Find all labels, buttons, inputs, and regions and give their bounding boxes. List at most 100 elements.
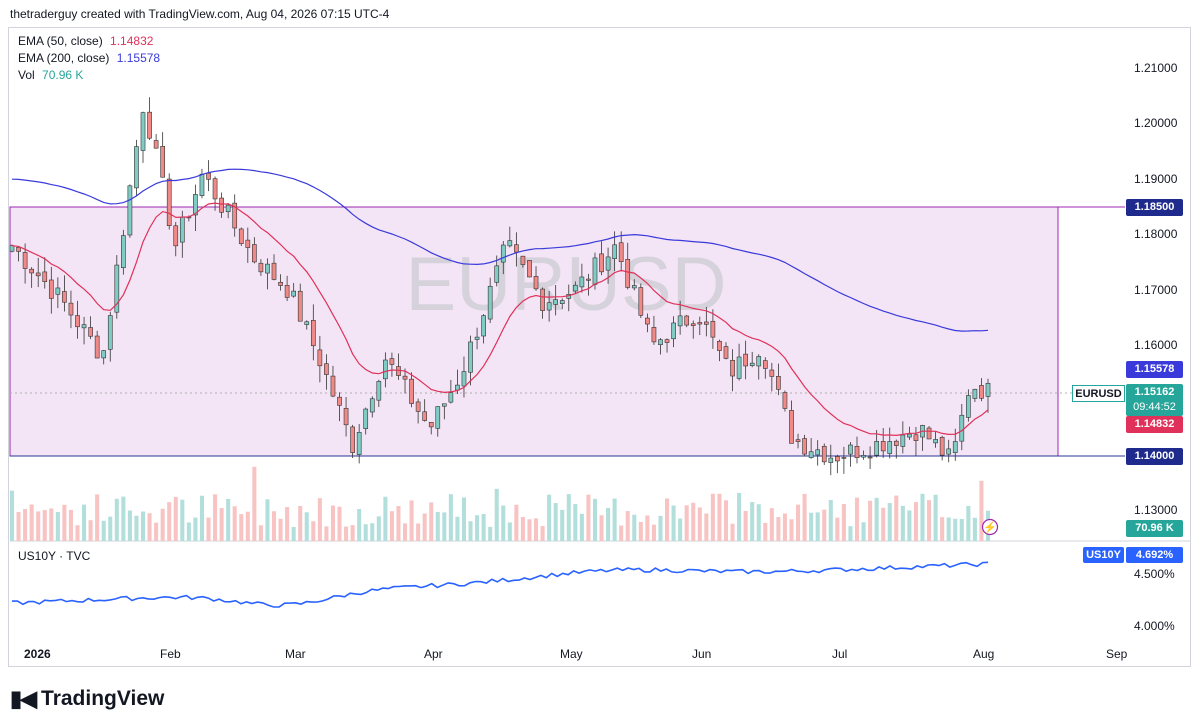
- candle[interactable]: [179, 216, 185, 243]
- candle[interactable]: [42, 271, 48, 282]
- candle[interactable]: [749, 362, 755, 366]
- candle[interactable]: [972, 388, 978, 399]
- candle[interactable]: [147, 111, 152, 139]
- candle[interactable]: [107, 315, 113, 350]
- candle[interactable]: [900, 434, 906, 447]
- candle[interactable]: [422, 411, 428, 421]
- brand-logo[interactable]: ▮◀ TradingView: [10, 686, 164, 712]
- candle[interactable]: [795, 439, 801, 442]
- candle[interactable]: [540, 288, 545, 311]
- candle[interactable]: [193, 194, 198, 216]
- candle[interactable]: [671, 322, 676, 340]
- candle[interactable]: [762, 360, 768, 369]
- candle[interactable]: [612, 244, 617, 259]
- candle[interactable]: [206, 172, 211, 180]
- candle[interactable]: [468, 341, 473, 373]
- candle[interactable]: [160, 145, 165, 178]
- candle[interactable]: [723, 346, 729, 359]
- candle[interactable]: [651, 327, 657, 343]
- candle[interactable]: [62, 291, 67, 303]
- candle[interactable]: [22, 252, 28, 269]
- candle[interactable]: [324, 363, 329, 375]
- candle[interactable]: [645, 317, 650, 325]
- candle[interactable]: [88, 327, 93, 337]
- candle[interactable]: [330, 375, 336, 397]
- candle[interactable]: [16, 247, 21, 252]
- candle[interactable]: [258, 262, 264, 273]
- candle[interactable]: [789, 410, 794, 444]
- candle[interactable]: [835, 456, 840, 462]
- candle[interactable]: [808, 451, 814, 458]
- legend-vol[interactable]: Vol 70.96 K: [18, 68, 83, 82]
- symbol-tag[interactable]: EURUSD: [1072, 385, 1125, 402]
- candle[interactable]: [75, 315, 80, 328]
- candle[interactable]: [101, 350, 107, 359]
- candle[interactable]: [166, 178, 172, 227]
- legend-ema50[interactable]: EMA (50, close) 1.14832: [18, 34, 153, 48]
- candle[interactable]: [861, 455, 866, 458]
- candle[interactable]: [9, 245, 15, 252]
- candle[interactable]: [356, 432, 362, 455]
- candle[interactable]: [81, 324, 87, 329]
- candle[interactable]: [717, 340, 722, 351]
- candle[interactable]: [383, 359, 388, 380]
- candle[interactable]: [507, 240, 513, 247]
- candle[interactable]: [265, 263, 270, 274]
- candle[interactable]: [29, 268, 34, 274]
- candle[interactable]: [494, 265, 500, 283]
- candle[interactable]: [219, 197, 224, 213]
- candle[interactable]: [599, 253, 604, 273]
- candle[interactable]: [481, 315, 486, 337]
- us10y-pane-title[interactable]: US10Y · TVC: [18, 549, 91, 563]
- candle[interactable]: [848, 444, 853, 455]
- candle[interactable]: [389, 358, 395, 365]
- candle[interactable]: [710, 320, 716, 338]
- candle[interactable]: [514, 244, 519, 253]
- candle[interactable]: [134, 146, 139, 189]
- candle[interactable]: [756, 356, 762, 367]
- candle[interactable]: [553, 299, 559, 305]
- candle[interactable]: [153, 140, 159, 149]
- candle[interactable]: [690, 323, 696, 326]
- candle[interactable]: [474, 336, 480, 340]
- candle[interactable]: [533, 276, 539, 290]
- candle[interactable]: [520, 255, 526, 265]
- candle[interactable]: [736, 356, 742, 379]
- candle[interactable]: [939, 436, 945, 456]
- candle[interactable]: [572, 284, 578, 292]
- candle[interactable]: [952, 441, 958, 453]
- candle[interactable]: [500, 244, 506, 263]
- candle[interactable]: [586, 278, 591, 281]
- candle[interactable]: [815, 449, 821, 456]
- candle[interactable]: [487, 285, 493, 320]
- candle[interactable]: [821, 445, 827, 463]
- candle[interactable]: [592, 257, 598, 285]
- candle[interactable]: [802, 438, 807, 455]
- candle[interactable]: [658, 339, 663, 346]
- candle[interactable]: [350, 426, 355, 453]
- legend-ema200[interactable]: EMA (200, close) 1.15578: [18, 51, 160, 65]
- candle[interactable]: [946, 448, 952, 455]
- candle[interactable]: [926, 427, 932, 440]
- candle[interactable]: [343, 407, 349, 426]
- candle[interactable]: [363, 408, 369, 429]
- candle[interactable]: [271, 262, 277, 280]
- candle[interactable]: [893, 440, 899, 446]
- candle[interactable]: [461, 371, 467, 387]
- candle[interactable]: [396, 366, 401, 376]
- candle[interactable]: [704, 321, 709, 325]
- candle[interactable]: [631, 285, 637, 289]
- candle[interactable]: [966, 395, 971, 418]
- candle[interactable]: [913, 434, 919, 441]
- candle[interactable]: [638, 287, 644, 316]
- candle[interactable]: [841, 457, 847, 459]
- candle[interactable]: [677, 315, 683, 327]
- candle[interactable]: [618, 242, 624, 262]
- candle[interactable]: [245, 239, 251, 248]
- candle[interactable]: [291, 290, 296, 297]
- candle[interactable]: [985, 382, 991, 397]
- candle[interactable]: [48, 279, 54, 299]
- candle[interactable]: [55, 287, 61, 295]
- candle[interactable]: [527, 260, 532, 278]
